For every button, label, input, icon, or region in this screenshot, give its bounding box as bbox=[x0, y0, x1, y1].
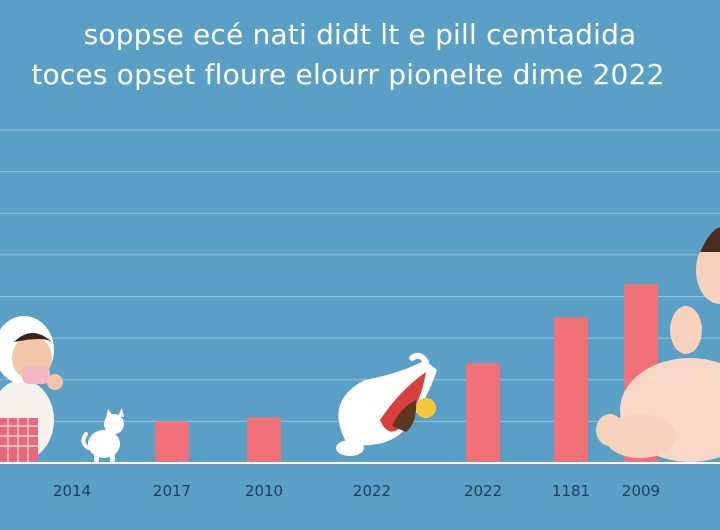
baby-icon bbox=[0, 316, 63, 462]
x-tick-label: 1181 bbox=[552, 482, 590, 500]
x-axis-ticks: 2014 2017 2010 2022 2022 1181 2009 bbox=[53, 482, 660, 500]
x-tick-label: 2017 bbox=[153, 482, 191, 500]
chart-title: soppse ecé nati didt lt e pill cemtadida bbox=[83, 18, 637, 51]
x-tick-label: 2014 bbox=[53, 482, 91, 500]
bar bbox=[466, 363, 500, 463]
bar bbox=[155, 421, 189, 463]
x-tick-label: 2010 bbox=[245, 482, 283, 500]
x-tick-label: 2009 bbox=[622, 482, 660, 500]
cat-icon bbox=[81, 408, 124, 462]
bar bbox=[247, 417, 281, 463]
chart-subtitle: toces opset floure elourr pionelte dime … bbox=[31, 58, 665, 91]
x-tick-label: 2022 bbox=[353, 482, 391, 500]
x-tick-label: 2022 bbox=[464, 482, 502, 500]
grid-lines bbox=[0, 129, 720, 422]
baby-bib-icon bbox=[336, 352, 437, 456]
baby-icon bbox=[596, 227, 720, 462]
bar bbox=[554, 317, 588, 463]
